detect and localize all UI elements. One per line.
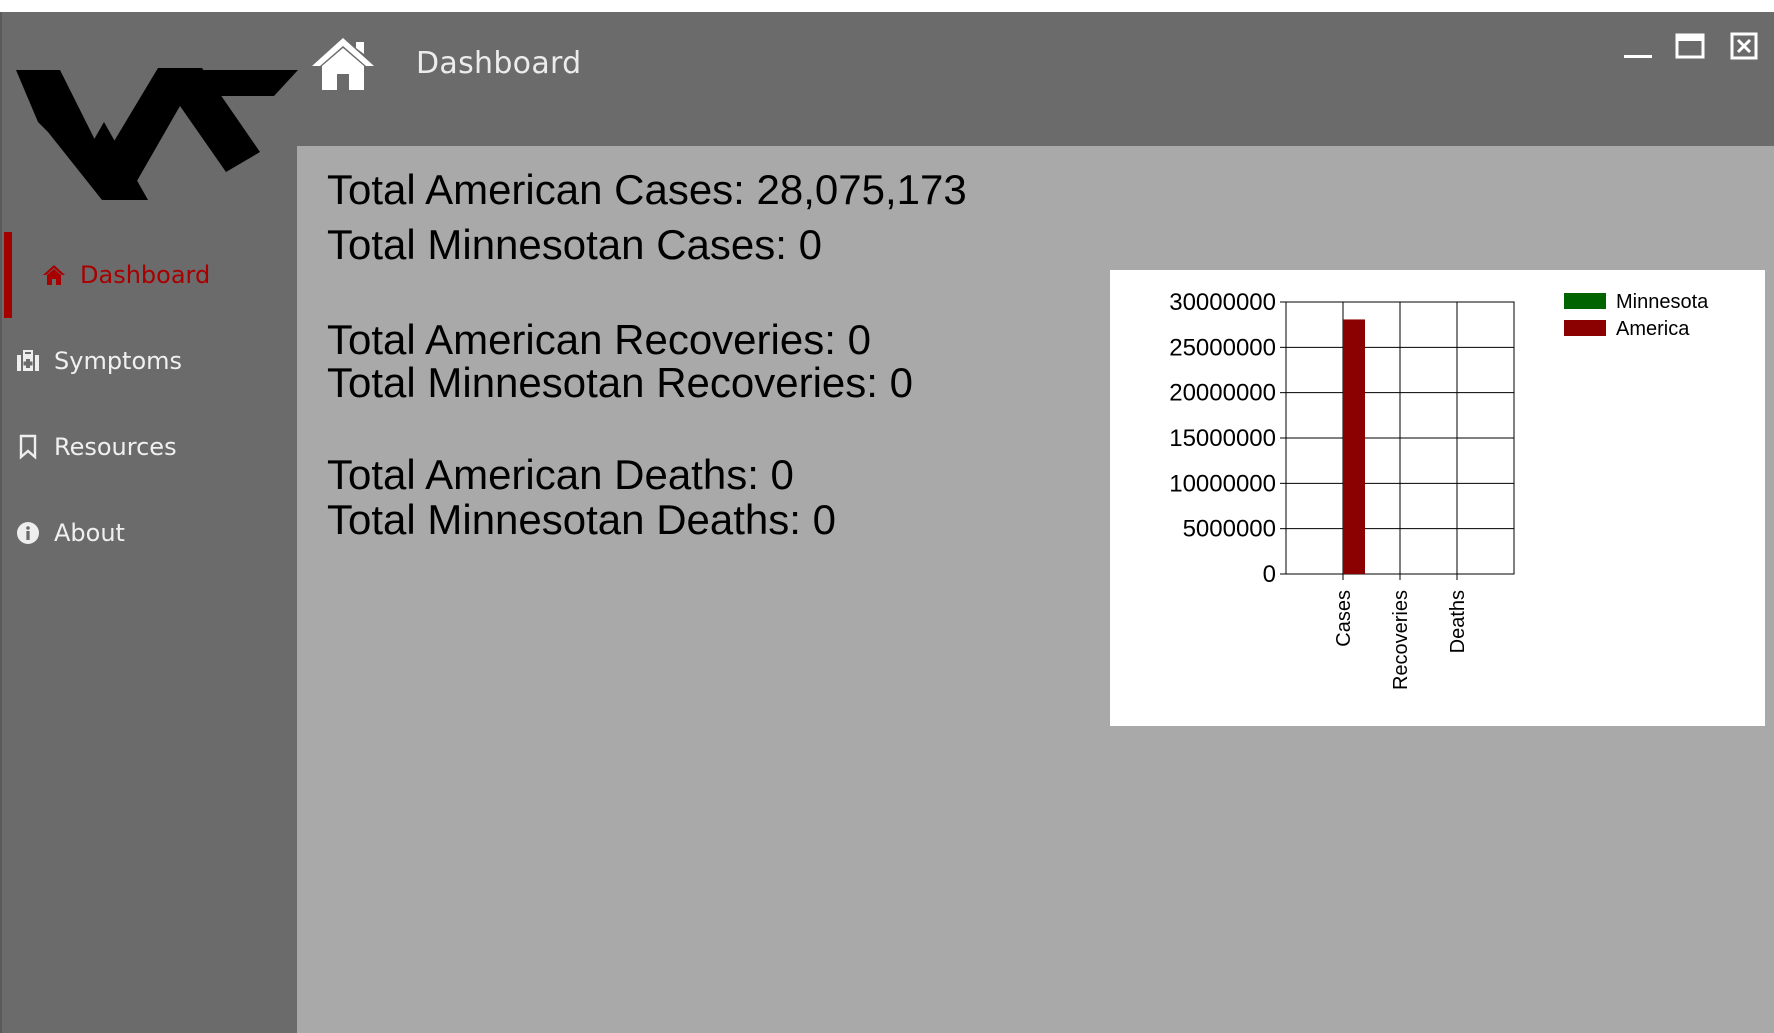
stat-minnesotan-cases: Total Minnesotan Cases: 0: [327, 221, 822, 269]
sidebar-item-label: Dashboard: [80, 261, 211, 289]
stat-label: Total American Deaths:: [327, 451, 759, 498]
x-tick-label: Recoveries: [1390, 590, 1412, 690]
sidebar-item-about[interactable]: About: [2, 490, 297, 576]
stat-value: 0: [889, 359, 913, 406]
sidebar-item-label: About: [54, 519, 125, 547]
y-tick-label: 30000000: [1169, 289, 1276, 316]
stat-value: 0: [812, 496, 836, 543]
sidebar-item-dashboard[interactable]: Dashboard: [2, 232, 297, 318]
stat-minnesotan-recoveries: Total Minnesotan Recoveries: 0: [327, 359, 913, 407]
stat-label: Total Minnesotan Recoveries:: [327, 359, 878, 406]
y-tick-label: 25000000: [1169, 334, 1276, 361]
sidebar-item-label: Symptoms: [54, 347, 183, 375]
y-tick-label: 5000000: [1183, 516, 1276, 543]
maximize-button[interactable]: [1670, 26, 1710, 66]
stat-value: 28,075,173: [756, 166, 967, 213]
stat-value: 0: [770, 451, 794, 498]
stat-american-cases: Total American Cases: 28,075,173: [327, 166, 967, 214]
y-tick-label: 0: [1263, 561, 1276, 588]
stat-american-deaths: Total American Deaths: 0: [327, 451, 794, 499]
active-indicator: [4, 232, 12, 318]
stat-label: Total Minnesotan Deaths:: [327, 496, 801, 543]
sidebar-item-label: Resources: [54, 433, 177, 461]
page-title: Dashboard: [416, 46, 582, 81]
x-tick-label: Deaths: [1447, 590, 1469, 653]
medkit-icon: [14, 347, 42, 375]
home-icon: [312, 38, 374, 90]
stat-american-recoveries: Total American Recoveries: 0: [327, 316, 871, 364]
bar-chart: 30000000 25000000 20000000 15000000 10000000…: [1169, 289, 1709, 690]
stat-label: Total American Recoveries:: [327, 316, 836, 363]
maximize-icon: [1675, 33, 1705, 59]
stat-label: Total Minnesotan Cases:: [327, 221, 787, 268]
home-icon: [40, 261, 68, 289]
bookmark-icon: [14, 433, 42, 461]
legend-label: America: [1616, 318, 1690, 340]
stat-label: Total American Cases:: [327, 166, 745, 213]
app-window: Dashboard Dashboard: [0, 12, 1774, 1033]
close-button[interactable]: [1724, 26, 1764, 66]
minimize-button[interactable]: [1618, 26, 1658, 66]
legend-swatch: [1564, 293, 1606, 309]
ws-logo: [16, 68, 298, 200]
chart-panel: 30000000 25000000 20000000 15000000 10000000…: [1110, 270, 1765, 726]
y-tick-label: 20000000: [1169, 380, 1276, 407]
y-tick-label: 15000000: [1169, 425, 1276, 452]
y-tick-label: 10000000: [1169, 470, 1276, 497]
sidebar-item-resources[interactable]: Resources: [2, 404, 297, 490]
info-icon: [14, 519, 42, 547]
stat-value: 0: [847, 316, 871, 363]
bar-america-cases: [1343, 319, 1365, 574]
legend-swatch: [1564, 320, 1606, 336]
dashboard-content: Total American Cases: 28,075,173 Total Mi…: [297, 146, 1774, 1033]
plot-area: [1285, 301, 1515, 575]
sidebar-item-symptoms[interactable]: Symptoms: [2, 318, 297, 404]
close-icon: [1730, 32, 1758, 60]
stat-value: 0: [798, 221, 822, 268]
legend-label: Minnesota: [1616, 291, 1709, 313]
minimize-icon: [1624, 55, 1652, 58]
stat-minnesotan-deaths: Total Minnesotan Deaths: 0: [327, 496, 836, 544]
x-tick-label: Cases: [1333, 590, 1355, 647]
